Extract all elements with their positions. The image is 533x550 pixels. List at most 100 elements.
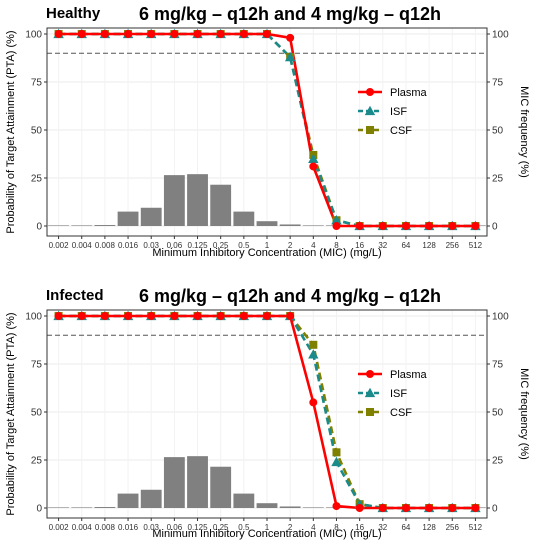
x-tick-label: 0.004: [72, 241, 93, 250]
chart-title: 6 mg/kg – q12h and 4 mg/kg – q12h: [139, 286, 441, 306]
mic-frequency-bar: [117, 211, 139, 226]
data-point-csf: [332, 448, 341, 457]
legend-marker-plasma: [366, 370, 374, 378]
x-tick-label: 0.002: [49, 241, 70, 250]
mic-frequency-bar: [279, 224, 301, 226]
data-point-plasma: [77, 30, 86, 38]
y2-tick-label: 0: [492, 222, 498, 233]
legend-label-csf: CSF: [390, 407, 412, 419]
y-axis-title: Probability of Target Attainment (PTA) (…: [5, 312, 17, 515]
data-point-plasma: [309, 398, 318, 407]
y-tick-label: 75: [31, 78, 43, 89]
x-tick-label: 0.125: [188, 241, 209, 250]
x-tick-label: 32: [378, 241, 387, 250]
mic-frequency-bar: [48, 225, 69, 226]
data-point-plasma: [286, 33, 295, 42]
mic-frequency-bar: [187, 174, 208, 226]
y-tick-label: 25: [31, 456, 43, 467]
y2-tick-label: 100: [492, 312, 509, 323]
mic-frequency-bar: [279, 506, 301, 508]
data-point-plasma: [239, 312, 248, 320]
mic-frequency-bar: [210, 466, 232, 508]
data-point-plasma: [54, 312, 63, 320]
mic-frequency-bar: [140, 489, 162, 508]
mic-frequency-bar: [233, 211, 255, 226]
data-point-plasma: [263, 30, 271, 38]
data-point-plasma: [216, 30, 225, 38]
mic-frequency-bar: [117, 493, 139, 508]
y2-tick-label: 100: [492, 30, 509, 41]
mic-frequency-bar: [94, 225, 116, 226]
x-tick-label: 8: [334, 523, 339, 532]
chart-panel-healthy: Healthy 6 mg/kg – q12h and 4 mg/kg – q12h…: [5, 4, 530, 259]
data-point-plasma: [170, 30, 179, 38]
x-tick-label: 4: [311, 241, 316, 250]
x-tick-label: 8: [334, 241, 339, 250]
mic-frequency-bar: [163, 175, 185, 226]
y2-tick-label: 25: [492, 456, 504, 467]
x-tick-label: 0.002: [49, 523, 70, 532]
data-point-plasma: [425, 504, 434, 512]
data-point-isf: [284, 51, 296, 62]
y-tick-label: 50: [31, 126, 43, 137]
x-tick-label: 0.06: [167, 523, 183, 532]
x-tick-label: 0.008: [95, 523, 116, 532]
mic-frequency-bar: [256, 221, 278, 226]
data-point-plasma: [286, 312, 295, 320]
x-tick-label: 0.03: [143, 241, 159, 250]
x-tick-label: 128: [422, 241, 436, 250]
chart-panel-infected: Infected 6 mg/kg – q12h and 4 mg/kg – q12…: [5, 286, 530, 540]
data-point-plasma: [378, 222, 387, 230]
data-point-isf: [308, 349, 319, 359]
data-point-plasma: [170, 312, 179, 320]
y-tick-label: 50: [31, 408, 43, 419]
data-point-plasma: [401, 504, 410, 512]
data-point-plasma: [263, 312, 271, 320]
y2-tick-label: 0: [492, 504, 498, 515]
x-tick-label: 16: [355, 241, 364, 250]
x-tick-label: 0.25: [213, 523, 229, 532]
data-point-plasma: [193, 30, 202, 38]
y2-tick-label: 25: [492, 174, 504, 185]
data-point-plasma: [355, 222, 364, 230]
data-point-plasma: [193, 312, 202, 320]
x-tick-label: 0.06: [167, 241, 183, 250]
data-point-plasma: [332, 222, 341, 230]
legend-marker-csf: [366, 408, 374, 416]
data-point-plasma: [54, 30, 63, 38]
x-tick-label: 2: [288, 241, 293, 250]
legend-marker-plasma: [366, 88, 374, 96]
mic-frequency-bar: [71, 225, 93, 226]
chart-title: 6 mg/kg – q12h and 4 mg/kg – q12h: [139, 4, 441, 24]
panel-label: Healthy: [46, 5, 101, 22]
mic-frequency-bar: [256, 503, 278, 508]
x-tick-label: 2: [288, 523, 293, 532]
x-tick-label: 32: [378, 523, 387, 532]
mic-frequency-bar: [163, 457, 185, 508]
x-tick-label: 128: [422, 523, 436, 532]
legend-label-isf: ISF: [390, 106, 407, 118]
mic-frequency-bar: [302, 507, 324, 508]
x-tick-label: 1: [265, 523, 270, 532]
data-point-plasma: [401, 222, 410, 230]
y-tick-label: 75: [31, 360, 43, 371]
data-point-plasma: [100, 312, 109, 320]
y-tick-label: 25: [31, 174, 43, 185]
panel-label: Infected: [46, 287, 104, 304]
legend-label-plasma: Plasma: [390, 369, 428, 381]
x-tick-label: 64: [401, 241, 410, 250]
x-tick-label: 0.25: [213, 241, 229, 250]
data-point-plasma: [147, 312, 156, 320]
x-tick-label: 64: [401, 523, 410, 532]
x-tick-label: 4: [311, 523, 316, 532]
x-tick-label: 512: [469, 523, 483, 532]
legend-label-isf: ISF: [390, 388, 407, 400]
y2-tick-label: 75: [492, 78, 504, 89]
data-point-plasma: [471, 222, 480, 230]
data-point-plasma: [425, 222, 434, 230]
data-point-isf: [308, 153, 319, 163]
mic-frequency-bar: [233, 493, 255, 508]
y-tick-label: 100: [25, 312, 42, 323]
mic-frequency-bar: [140, 207, 162, 226]
